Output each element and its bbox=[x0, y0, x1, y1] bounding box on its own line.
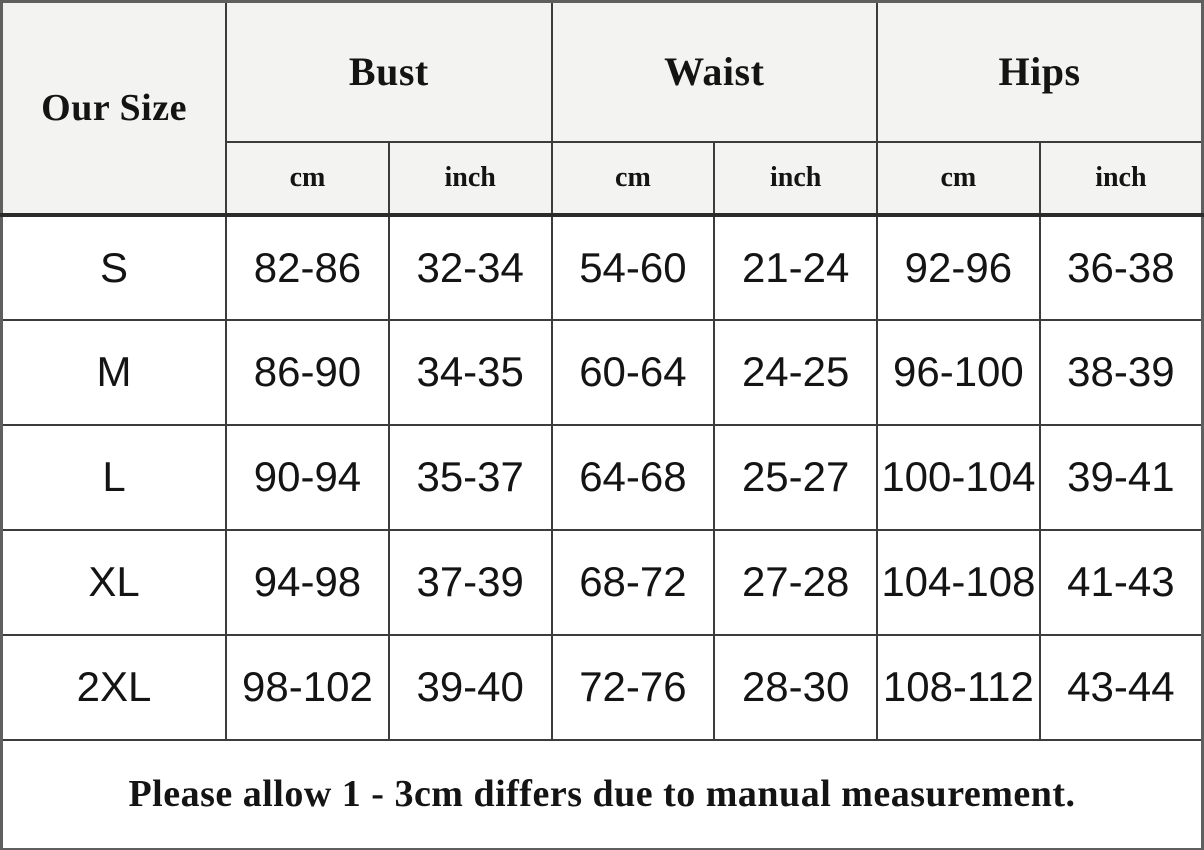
hips-inch-cell: 38-39 bbox=[1038, 318, 1204, 426]
header-our-size: Our Size bbox=[0, 0, 228, 217]
waist-inch-cell: 27-28 bbox=[713, 528, 879, 636]
waist-inch-cell: 25-27 bbox=[713, 423, 879, 531]
bust-cm-cell: 94-98 bbox=[225, 528, 390, 636]
group-header-row: Our Size Bust Waist Hips bbox=[0, 0, 1204, 217]
bust-inch-cell: 32-34 bbox=[387, 213, 553, 321]
unit-header-hips-cm: cm bbox=[876, 140, 1041, 217]
size-row-l: L 90-94 35-37 64-68 25-27 100-104 39-41 bbox=[0, 423, 1204, 531]
size-label: M bbox=[0, 318, 228, 426]
waist-cm-cell: 64-68 bbox=[550, 423, 716, 531]
header-hips: Hips bbox=[876, 0, 1204, 143]
waist-inch-cell: 24-25 bbox=[713, 318, 879, 426]
hips-cm-cell: 100-104 bbox=[876, 423, 1041, 531]
unit-header-waist-cm: cm bbox=[550, 140, 716, 217]
hips-inch-cell: 36-38 bbox=[1038, 213, 1204, 321]
size-row-m: M 86-90 34-35 60-64 24-25 96-100 38-39 bbox=[0, 318, 1204, 426]
waist-cm-cell: 72-76 bbox=[550, 633, 716, 741]
hips-inch-cell: 39-41 bbox=[1038, 423, 1204, 531]
footer-note: Please allow 1 - 3cm differs due to manu… bbox=[0, 738, 1204, 850]
waist-cm-cell: 68-72 bbox=[550, 528, 716, 636]
bust-inch-cell: 34-35 bbox=[387, 318, 553, 426]
bust-cm-cell: 86-90 bbox=[225, 318, 390, 426]
size-label: 2XL bbox=[0, 633, 228, 741]
footer-row: Please allow 1 - 3cm differs due to manu… bbox=[0, 738, 1204, 850]
header-bust: Bust bbox=[225, 0, 553, 143]
size-label: L bbox=[0, 423, 228, 531]
size-label: S bbox=[0, 213, 228, 321]
bust-inch-cell: 39-40 bbox=[387, 633, 553, 741]
bust-cm-cell: 98-102 bbox=[225, 633, 390, 741]
hips-cm-cell: 96-100 bbox=[876, 318, 1041, 426]
size-row-xl: XL 94-98 37-39 68-72 27-28 104-108 41-43 bbox=[0, 528, 1204, 636]
hips-cm-cell: 108-112 bbox=[876, 633, 1041, 741]
table-header: Our Size Bust Waist Hips cm inch cm inch… bbox=[0, 0, 1204, 217]
hips-cm-cell: 104-108 bbox=[876, 528, 1041, 636]
bust-cm-cell: 82-86 bbox=[225, 213, 390, 321]
size-row-2xl: 2XL 98-102 39-40 72-76 28-30 108-112 43-… bbox=[0, 633, 1204, 741]
table-body: S 82-86 32-34 54-60 21-24 92-96 36-38 M … bbox=[0, 213, 1204, 850]
unit-header-waist-inch: inch bbox=[713, 140, 879, 217]
unit-header-row: cm inch cm inch cm inch bbox=[2, 140, 1204, 217]
hips-inch-cell: 41-43 bbox=[1038, 528, 1204, 636]
waist-inch-cell: 28-30 bbox=[713, 633, 879, 741]
waist-cm-cell: 54-60 bbox=[550, 213, 716, 321]
waist-inch-cell: 21-24 bbox=[713, 213, 879, 321]
bust-cm-cell: 90-94 bbox=[225, 423, 390, 531]
waist-cm-cell: 60-64 bbox=[550, 318, 716, 426]
unit-header-hips-inch: inch bbox=[1038, 140, 1204, 217]
header-waist: Waist bbox=[550, 0, 879, 143]
unit-header-bust-cm: cm bbox=[225, 140, 390, 217]
hips-inch-cell: 43-44 bbox=[1038, 633, 1204, 741]
bust-inch-cell: 35-37 bbox=[387, 423, 553, 531]
size-label: XL bbox=[0, 528, 228, 636]
size-row-s: S 82-86 32-34 54-60 21-24 92-96 36-38 bbox=[0, 213, 1204, 321]
unit-header-bust-inch: inch bbox=[387, 140, 553, 217]
hips-cm-cell: 92-96 bbox=[876, 213, 1041, 321]
bust-inch-cell: 37-39 bbox=[387, 528, 553, 636]
